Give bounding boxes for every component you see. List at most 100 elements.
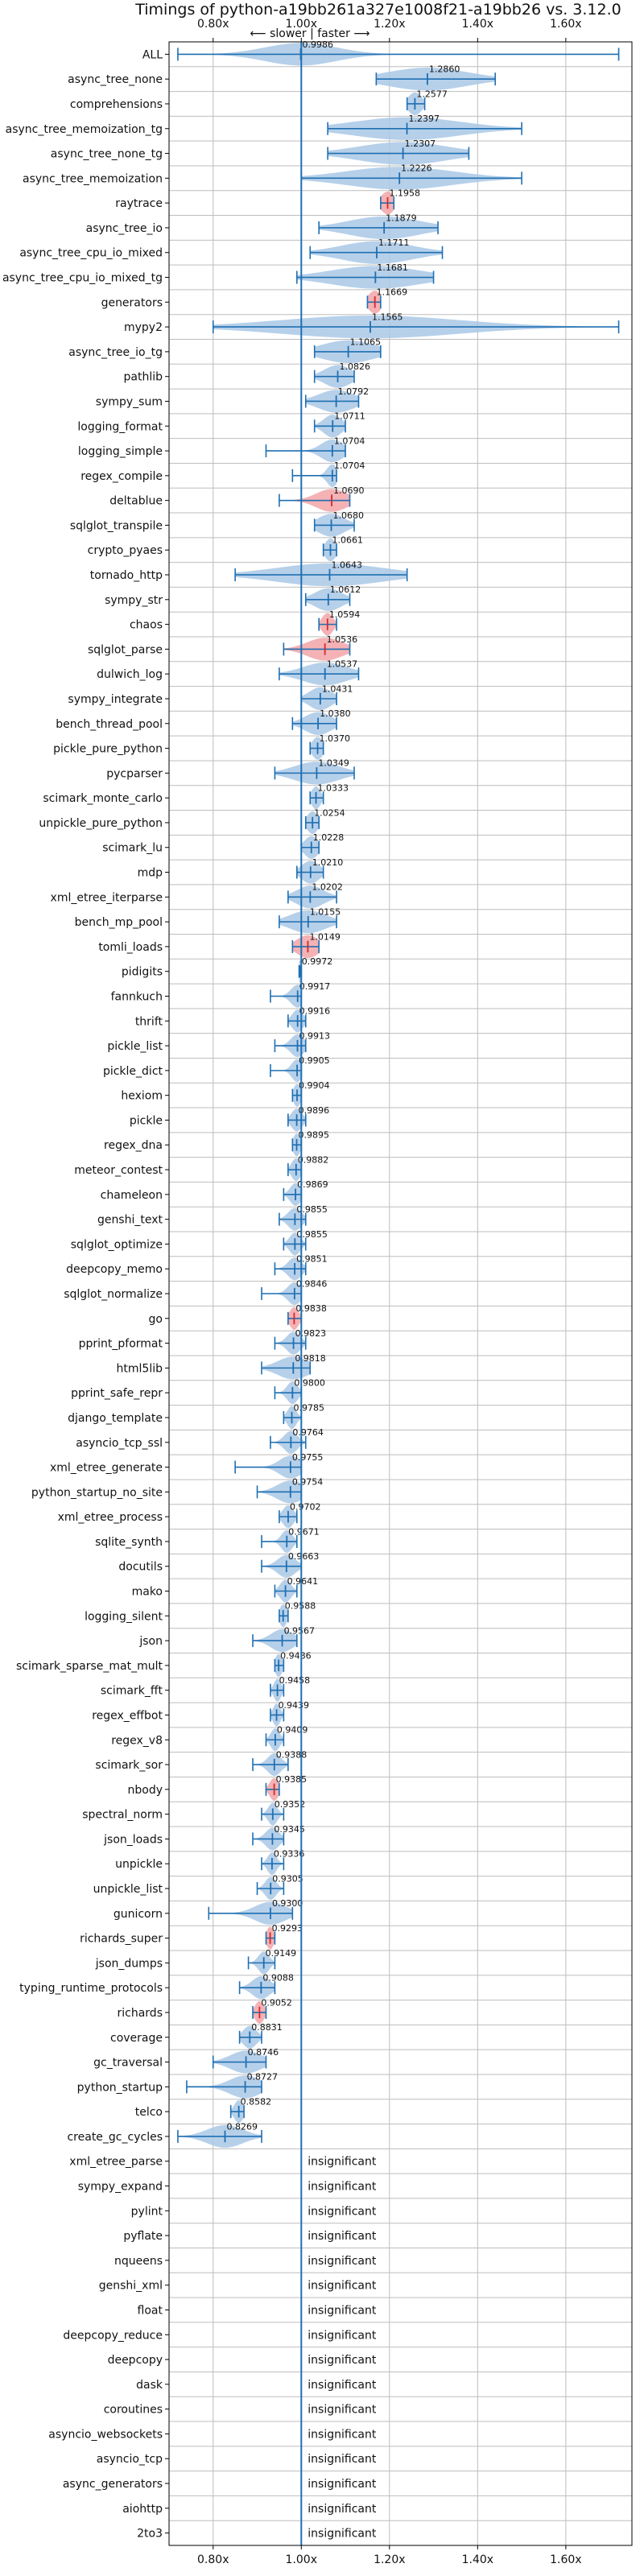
benchmark-row: tornado_http 1.0643 — [90, 559, 408, 587]
benchmark-label: pickle_pure_python — [53, 743, 163, 756]
benchmark-row: logging_format 1.0711 — [77, 411, 365, 438]
value-label: 0.9352 — [275, 1799, 306, 1810]
benchmark-label: richards_super — [80, 1933, 163, 1946]
benchmark-label: pidigits — [122, 966, 163, 979]
value-label: 0.9702 — [290, 1502, 321, 1513]
benchmark-label: scimark_monte_carlo — [43, 792, 163, 805]
value-label: 1.0380 — [320, 708, 351, 719]
plot-frame — [168, 41, 633, 2546]
benchmark-row: xml_etree_parse insignificant — [69, 2156, 377, 2169]
benchmark-label: html5lib — [117, 1362, 163, 1375]
benchmark-label: dask — [136, 2379, 163, 2392]
value-label: 0.9855 — [296, 1229, 328, 1240]
benchmark-row: generators 1.1669 — [101, 287, 407, 314]
benchmark-label: asyncio_websockets — [48, 2428, 163, 2441]
value-label: 0.9458 — [279, 1675, 311, 1686]
benchmark-row: pickle_dict 0.9905 — [103, 1055, 330, 1083]
benchmark-label: python_startup — [77, 2081, 163, 2094]
value-label: 1.0536 — [327, 634, 358, 645]
benchmark-label: scimark_lu — [102, 842, 163, 855]
benchmark-row: bench_thread_pool 1.0380 — [56, 708, 351, 735]
benchmark-row: float insignificant — [138, 2304, 377, 2317]
benchmark-label: docutils — [118, 1561, 163, 1574]
value-label: 0.8727 — [247, 2072, 279, 2083]
benchmark-row: xml_etree_iterparse 1.0202 — [51, 882, 343, 909]
benchmark-label: sympy_str — [105, 594, 163, 607]
insignificant-label: insignificant — [308, 2528, 377, 2541]
benchmark-label: sqlglot_parse — [88, 643, 163, 656]
benchmark-row: pickle 0.9896 — [130, 1105, 329, 1132]
value-label: 1.1565 — [372, 312, 403, 322]
value-label: 1.0537 — [327, 659, 358, 670]
value-label: 0.9052 — [261, 1997, 292, 2008]
benchmark-row: sqlglot_parse 1.0536 — [88, 634, 357, 661]
benchmark-label: scimark_sor — [95, 1759, 163, 1772]
benchmark-row: async_tree_cpu_io_mixed_tg 1.1681 — [2, 262, 435, 289]
benchmark-row: docutils 0.9663 — [118, 1551, 319, 1578]
benchmark-label: regex_dna — [104, 1139, 163, 1152]
value-label: 0.9972 — [302, 956, 333, 967]
benchmark-row: bench_mp_pool 1.0155 — [75, 906, 341, 934]
insignificant-label: insignificant — [308, 2255, 377, 2268]
benchmark-label: genshi_text — [97, 1214, 163, 1227]
benchmark-rows: ALL 0.9986 async_tree_none 1.2860 comprehens… — [2, 39, 620, 2541]
benchmark-label: json_loads — [103, 1833, 163, 1846]
benchmark-label: json — [138, 1635, 163, 1648]
x-tick-label-top: 1.00x — [286, 18, 317, 31]
benchmark-row: sympy_integrate 1.0431 — [68, 683, 353, 711]
benchmark-row: genshi_xml insignificant — [99, 2280, 377, 2293]
benchmark-row: ALL 0.9986 — [142, 39, 620, 66]
x-tick-label-top: 1.20x — [374, 18, 405, 31]
value-label: 0.9755 — [292, 1452, 324, 1463]
value-label: 1.0690 — [333, 485, 365, 496]
benchmark-row: go 0.9838 — [149, 1303, 327, 1330]
benchmark-label: gc_traversal — [93, 2057, 163, 2070]
benchmark-label: unpickle_pure_python — [39, 817, 163, 830]
value-label: 1.0370 — [320, 733, 351, 744]
insignificant-label: insignificant — [308, 2280, 377, 2293]
insignificant-label: insignificant — [308, 2404, 377, 2417]
benchmark-label: xml_etree_iterparse — [51, 891, 163, 904]
benchmark-row: pathlib 1.0826 — [124, 361, 370, 388]
benchmark-label: deepcopy_reduce — [63, 2329, 163, 2342]
value-label: 1.1879 — [386, 213, 417, 223]
benchmark-row: gc_traversal 0.8746 — [93, 2047, 279, 2074]
value-label: 0.9785 — [294, 1402, 325, 1413]
benchmark-label: async_tree_memoization_tg — [6, 123, 163, 136]
value-label: 1.0612 — [330, 584, 361, 595]
benchmark-label: hexiom — [121, 1090, 163, 1103]
benchmark-label: regex_compile — [80, 470, 163, 483]
benchmark-row: unpickle_pure_python 1.0254 — [39, 807, 345, 835]
benchmark-row: async_tree_cpu_io_mixed 1.1711 — [19, 237, 444, 264]
value-label: 0.9913 — [299, 1030, 331, 1041]
benchmark-row: logging_simple 1.0704 — [78, 436, 365, 463]
benchmark-row: crypto_pyaes 1.0661 — [88, 535, 363, 562]
value-label: 1.0202 — [312, 882, 343, 893]
benchmark-label: nqueens — [114, 2255, 163, 2268]
benchmark-label: coverage — [110, 2032, 163, 2045]
insignificant-label: insignificant — [308, 2478, 377, 2491]
value-label: 0.9385 — [276, 1774, 308, 1785]
value-label: 0.8269 — [226, 2121, 258, 2132]
value-label: 0.9855 — [296, 1204, 328, 1215]
benchmark-row: sympy_sum 1.0792 — [96, 386, 369, 413]
benchmark-label: deepcopy_memo — [66, 1263, 163, 1276]
benchmark-label: pickle_dict — [103, 1065, 163, 1078]
value-label: 1.1065 — [350, 336, 382, 347]
benchmark-row: regex_compile 1.0704 — [80, 460, 365, 488]
value-label: 1.1958 — [390, 188, 421, 199]
benchmark-label: sympy_integrate — [68, 693, 163, 706]
value-label: 1.0661 — [332, 535, 363, 546]
value-label: 0.9905 — [299, 1055, 330, 1066]
benchmark-row: regex_effbot 0.9439 — [92, 1700, 309, 1727]
value-label: 1.0680 — [333, 510, 365, 521]
benchmark-label: async_generators — [63, 2478, 163, 2491]
value-label: 0.9293 — [272, 1923, 303, 1934]
benchmark-row: richards 0.9052 — [118, 1997, 292, 2025]
value-label: 0.9882 — [298, 1154, 329, 1165]
benchmark-row: comprehensions 1.2577 — [70, 89, 448, 116]
benchmark-row: json 0.9567 — [138, 1625, 315, 1653]
benchmark-row: deepcopy insignificant — [108, 2354, 377, 2367]
value-label: 0.9641 — [287, 1576, 319, 1587]
